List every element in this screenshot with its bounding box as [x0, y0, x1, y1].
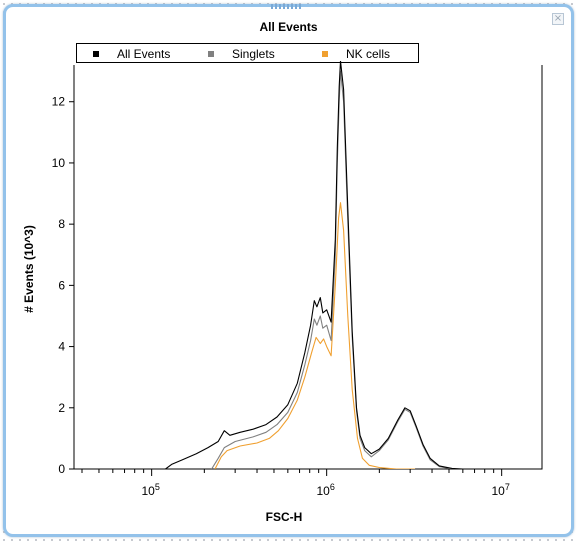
y-tick-label: 12: [52, 95, 66, 109]
y-tick-label: 2: [58, 401, 65, 415]
histogram-plot: 0 2 4 6 8 10 12 105 106 107 FSC-H # Events (10^3): [22, 61, 543, 524]
y-axis-title: # Events (10^3): [22, 225, 36, 313]
legend-swatch-nk-cells: [322, 51, 328, 57]
y-tick-label: 4: [58, 340, 65, 354]
resize-handle[interactable]: [271, 4, 303, 9]
legend-label-all-events: All Events: [117, 47, 171, 61]
y-tick-label: 6: [58, 278, 65, 292]
y-tick-label: 8: [58, 217, 65, 231]
legend-label-singlets: Singlets: [232, 47, 275, 61]
chart-window: × All Events All Events Singlets NK cell…: [3, 4, 574, 537]
x-tick-label: 105: [141, 482, 159, 498]
legend: All Events Singlets NK cells: [76, 43, 419, 63]
series-line-singlets: [211, 70, 453, 469]
legend-swatch-all-events: [93, 51, 99, 57]
close-icon[interactable]: ×: [552, 13, 564, 25]
legend-label-nk-cells: NK cells: [346, 47, 391, 61]
x-axis-title: FSC-H: [266, 510, 303, 524]
legend-swatch-singlets: [208, 51, 214, 57]
chart-title: All Events: [259, 20, 318, 34]
y-tick-label: 10: [52, 156, 66, 170]
x-tick-label: 106: [316, 482, 334, 498]
series-line-nk-cells: [214, 202, 416, 469]
y-tick-label: 0: [58, 462, 65, 476]
plot-frame: [73, 65, 543, 470]
x-tick-label: 107: [491, 482, 509, 498]
series-line-all-events: [165, 61, 463, 469]
